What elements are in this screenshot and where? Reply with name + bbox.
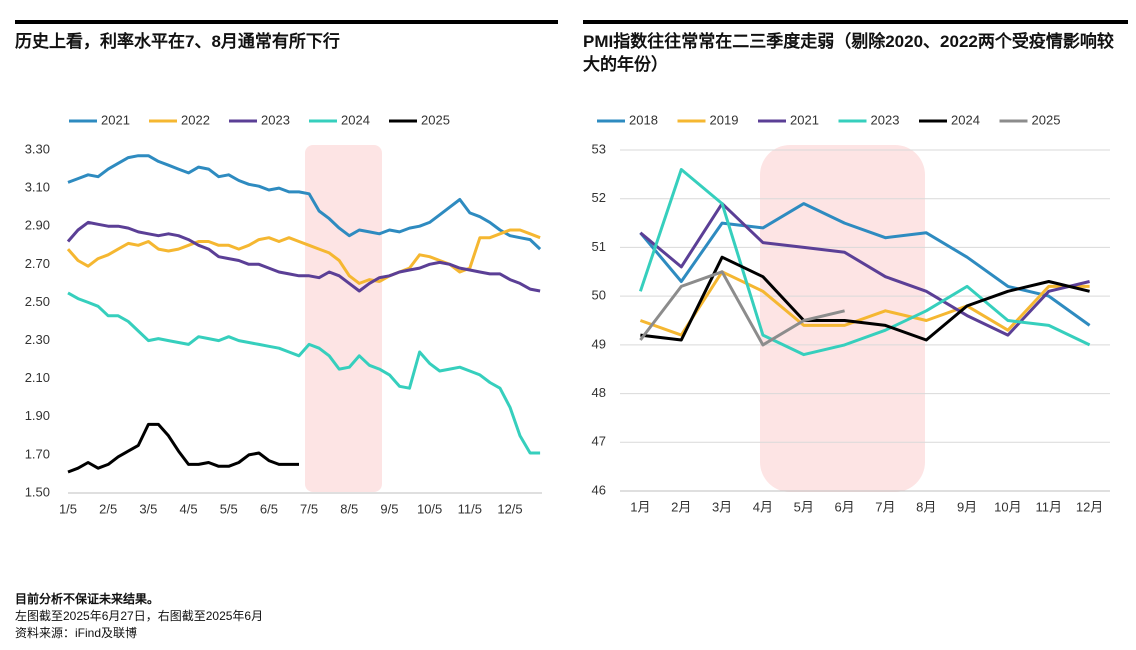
x-tick-label: 10/5 — [417, 501, 442, 516]
x-tick-label: 1月 — [630, 499, 650, 514]
y-tick-label: 3.10 — [25, 180, 50, 195]
legend-label: 2023 — [261, 112, 290, 127]
y-tick-label: 2.90 — [25, 218, 50, 233]
series-line — [639, 270, 845, 347]
x-tick-label: 9月 — [957, 499, 977, 514]
x-tick-label: 4月 — [753, 499, 773, 514]
y-tick-label: 2.50 — [25, 294, 50, 309]
x-tick-label: 12月 — [1076, 499, 1103, 514]
x-tick-label: 6/5 — [260, 501, 278, 516]
y-tick-label: 2.30 — [25, 332, 50, 347]
series-line — [640, 255, 1090, 342]
chart-title: 历史上看，利率水平在7、8月通常有所下行 — [15, 32, 340, 51]
y-tick-label: 50 — [592, 288, 606, 303]
y-tick-label: 52 — [592, 190, 606, 205]
y-tick-label: 48 — [592, 385, 606, 400]
series-line — [639, 202, 1091, 327]
legend-label: 2022 — [181, 112, 210, 127]
x-tick-label: 1/5 — [59, 501, 77, 516]
x-tick-label: 7月 — [875, 499, 895, 514]
highlight-period — [305, 145, 382, 492]
y-tick-label: 51 — [592, 239, 606, 254]
x-tick-label: 2月 — [671, 499, 691, 514]
footnote: 资料来源：iFind及联博 — [15, 626, 138, 640]
x-tick-label: 9/5 — [380, 501, 398, 516]
x-tick-label: 4/5 — [180, 501, 198, 516]
series-line — [66, 228, 541, 285]
y-tick-label: 47 — [592, 434, 606, 449]
series-line — [67, 422, 299, 474]
series-line — [67, 154, 542, 251]
chart-title: PMI指数往往常常在二三季度走弱（剔除2020、2022两个受疫情影响较大的年份… — [583, 32, 1114, 74]
x-tick-label: 8月 — [916, 499, 936, 514]
y-tick-label: 1.70 — [25, 446, 50, 461]
footnote: 左图截至2025年6月27日，右图截至2025年6月 — [15, 609, 264, 623]
y-tick-label: 2.10 — [25, 370, 50, 385]
legend-label: 2021 — [790, 112, 819, 127]
legend-label: 2025 — [1032, 112, 1061, 127]
x-tick-label: 8/5 — [340, 501, 358, 516]
legend-label: 2025 — [421, 112, 450, 127]
x-tick-label: 2/5 — [99, 501, 117, 516]
y-tick-label: 49 — [592, 336, 606, 351]
x-tick-label: 11/5 — [458, 501, 482, 516]
x-tick-label: 5/5 — [220, 501, 238, 516]
top-rule — [15, 20, 558, 24]
y-tick-label: 2.70 — [25, 256, 50, 271]
x-tick-label: 6月 — [834, 499, 854, 514]
footnote: 目前分析不保证未来结果。 — [15, 592, 160, 606]
highlight-period — [760, 145, 925, 492]
x-tick-label: 5月 — [794, 499, 814, 514]
series-line — [639, 270, 1090, 337]
legend-label: 2019 — [710, 112, 739, 127]
series-line — [638, 168, 1091, 357]
series-line — [67, 291, 541, 455]
top-rule — [583, 20, 1128, 24]
legend-label: 2018 — [629, 112, 658, 127]
series-line — [66, 220, 541, 293]
x-tick-label: 12/5 — [497, 501, 522, 516]
legend-label: 2021 — [101, 112, 130, 127]
legend-label: 2024 — [341, 112, 370, 127]
x-tick-label: 10月 — [994, 499, 1021, 514]
x-tick-label: 3/5 — [139, 501, 157, 516]
y-tick-label: 46 — [592, 482, 606, 497]
x-tick-label: 11月 — [1036, 499, 1063, 514]
y-tick-label: 1.50 — [25, 484, 50, 499]
y-tick-label: 3.30 — [25, 141, 50, 156]
legend-label: 2024 — [951, 112, 980, 127]
y-tick-label: 53 — [592, 141, 606, 156]
x-tick-label: 3月 — [712, 499, 732, 514]
x-tick-label: 7/5 — [300, 501, 318, 516]
y-tick-label: 1.90 — [25, 408, 50, 423]
series-line — [639, 202, 1090, 337]
legend-label: 2023 — [871, 112, 900, 127]
